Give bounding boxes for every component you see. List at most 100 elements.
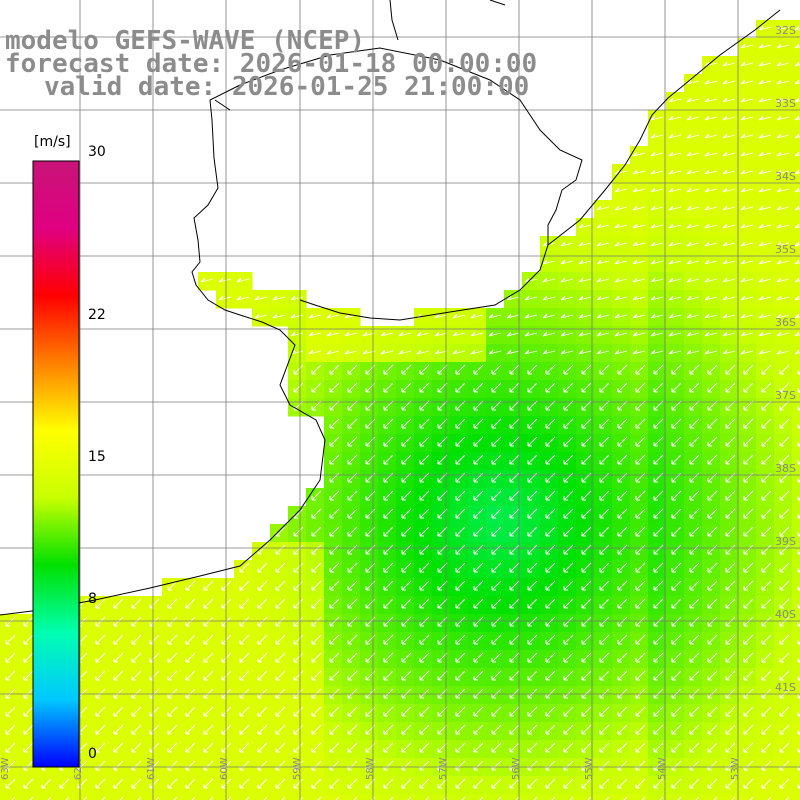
wind-arrow (563, 670, 574, 681)
field-cell (270, 308, 289, 327)
wind-arrow (293, 742, 304, 753)
wind-arrow (776, 61, 790, 67)
wind-arrow (419, 454, 430, 465)
wind-arrow (455, 634, 466, 645)
wind-arrow (95, 616, 106, 627)
field-cell (378, 326, 397, 345)
field-cell (684, 290, 703, 309)
wind-arrow (437, 382, 448, 393)
field-cell (720, 92, 739, 111)
wind-arrow (347, 364, 358, 375)
wind-arrow (668, 349, 682, 355)
wind-arrow (5, 652, 16, 663)
field-cell (792, 560, 800, 579)
wind-arrow (329, 742, 340, 753)
wind-arrow (167, 616, 178, 627)
wind-arrow (632, 169, 646, 175)
wind-arrow (113, 652, 124, 663)
wind-arrow (401, 526, 412, 537)
wind-arrow (401, 400, 412, 411)
wind-arrow (365, 580, 376, 591)
wind-arrow (581, 742, 592, 753)
wind-arrow (47, 796, 52, 800)
wind-arrow (599, 688, 610, 699)
coastline (0, 9, 781, 616)
field-cell (738, 200, 757, 219)
wind-arrow (527, 652, 538, 663)
field-cell (684, 218, 703, 237)
field-cell (612, 236, 631, 255)
field-cell (522, 308, 541, 327)
wind-arrow (560, 313, 574, 319)
field-cell (702, 794, 721, 800)
wind-arrow (221, 580, 232, 591)
wind-arrow (527, 706, 538, 717)
wind-arrow (23, 724, 34, 735)
wind-arrow (671, 508, 682, 519)
wind-arrow (794, 115, 800, 121)
wind-arrow (509, 688, 520, 699)
wind-arrow (653, 634, 664, 645)
wind-arrow (83, 796, 88, 800)
wind-arrow (509, 778, 520, 789)
field-cell (720, 254, 739, 273)
wind-arrow (419, 670, 430, 681)
wind-arrow (509, 670, 520, 681)
field-cell (306, 308, 325, 327)
longitude-label: 63W (0, 757, 11, 780)
wind-arrow (653, 742, 664, 753)
field-cell (468, 326, 487, 345)
wind-arrow (347, 580, 358, 591)
wind-arrow (443, 796, 448, 800)
wind-arrow (677, 796, 682, 800)
wind-arrow (254, 313, 268, 319)
wind-arrow (419, 652, 430, 663)
wind-arrow (545, 544, 556, 555)
wind-arrow (311, 364, 322, 375)
wind-arrow (650, 151, 664, 157)
wind-arrow (308, 349, 322, 355)
wind-arrow (599, 508, 610, 519)
wind-arrow (455, 526, 466, 537)
field-cell (774, 164, 793, 183)
field-cell (198, 272, 217, 291)
field-cell (666, 794, 685, 800)
wind-arrow (221, 742, 232, 753)
field-cell (306, 794, 325, 800)
wind-arrow (527, 436, 538, 447)
wind-arrow (218, 277, 232, 283)
wind-arrow (239, 634, 250, 645)
wind-arrow (419, 364, 430, 375)
wind-arrow (275, 562, 286, 573)
field-cell (630, 794, 649, 800)
wind-arrow (203, 742, 214, 753)
field-cell (558, 290, 577, 309)
latitude-label: 35S (775, 243, 796, 256)
wind-arrow (668, 205, 682, 211)
wind-arrow (563, 634, 574, 645)
field-cell (756, 92, 775, 111)
wind-arrow (329, 778, 340, 789)
wind-arrow (5, 724, 16, 735)
wind-arrow (167, 634, 178, 645)
wind-arrow (167, 598, 178, 609)
wind-arrow (527, 580, 538, 591)
wind-arrow (293, 634, 304, 645)
wind-arrow (689, 490, 700, 501)
wind-arrow (704, 349, 718, 355)
wind-arrow (758, 223, 772, 229)
field-cell (288, 794, 307, 800)
wind-arrow (599, 580, 610, 591)
wind-arrow (5, 778, 16, 789)
wind-arrow (671, 616, 682, 627)
wind-arrow (689, 526, 700, 537)
wind-arrow (452, 313, 466, 319)
field-cell (522, 794, 541, 800)
wind-arrow (563, 652, 574, 663)
wind-arrow (632, 349, 646, 355)
wind-arrow (401, 544, 412, 555)
wind-arrow (311, 562, 322, 573)
wind-arrow (563, 436, 574, 447)
wind-arrow (581, 616, 592, 627)
wind-arrow (650, 115, 664, 121)
